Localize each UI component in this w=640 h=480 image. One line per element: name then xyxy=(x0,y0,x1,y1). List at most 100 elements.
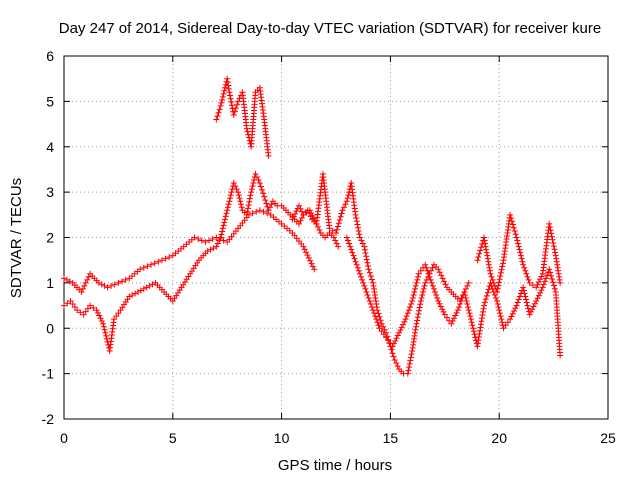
data-point-interp xyxy=(102,329,109,336)
data-point-interp xyxy=(548,230,555,237)
data-point xyxy=(148,261,155,268)
data-point xyxy=(435,298,442,305)
data-point-interp xyxy=(115,310,122,317)
data-point-interp xyxy=(333,240,340,247)
data-point-interp xyxy=(162,255,169,262)
data-point-interp xyxy=(425,270,432,277)
data-point-interp xyxy=(534,295,541,302)
data-point xyxy=(248,189,255,196)
data-point-interp xyxy=(348,246,355,253)
data-point-interp xyxy=(371,310,378,317)
data-point-interp xyxy=(547,227,554,234)
data-point xyxy=(533,298,540,305)
data-point-interp xyxy=(250,180,257,187)
chart-title: Day 247 of 2014, Sidereal Day-to-day VTE… xyxy=(59,20,601,37)
data-point-interp xyxy=(345,192,352,199)
data-point-interp xyxy=(464,282,471,289)
data-point-interp xyxy=(523,270,530,277)
data-point xyxy=(289,216,296,223)
data-point-interp xyxy=(420,288,427,295)
y-tick-label: 3 xyxy=(46,184,54,200)
data-point-interp xyxy=(400,321,407,328)
data-point-interp xyxy=(390,353,397,360)
data-point-interp xyxy=(504,319,511,326)
data-point-interp xyxy=(426,273,433,280)
data-point-interp xyxy=(397,327,404,334)
data-point-interp xyxy=(414,314,421,321)
data-point-interp xyxy=(367,273,374,280)
data-point-interp xyxy=(548,272,555,279)
data-point-interp xyxy=(393,360,400,367)
data-point-interp xyxy=(518,255,525,262)
data-point-interp xyxy=(462,295,469,301)
data-point-interp xyxy=(432,288,439,295)
data-point-interp xyxy=(96,312,103,319)
data-point-interp xyxy=(484,255,491,262)
data-point xyxy=(87,302,94,309)
data-point-interp xyxy=(415,307,422,314)
data-point-interp xyxy=(524,273,531,280)
data-point-interp xyxy=(305,254,312,261)
data-point xyxy=(439,275,446,282)
data-point xyxy=(330,234,337,241)
data-point-interp xyxy=(228,102,235,109)
data-point xyxy=(265,207,272,214)
data-point-interp xyxy=(335,220,342,227)
data-point-interp xyxy=(214,113,221,120)
data-point xyxy=(67,298,74,305)
data-point-interp xyxy=(453,309,460,316)
data-point-interp xyxy=(344,237,351,244)
data-point-interp xyxy=(309,263,316,270)
data-point-interp xyxy=(490,279,497,286)
data-point-interp xyxy=(238,204,245,211)
series-arc-2 xyxy=(61,207,318,295)
y-axis-label: SDTVAR / TECUs xyxy=(8,178,25,298)
data-point-interp xyxy=(146,282,153,289)
data-point xyxy=(396,329,403,336)
data-point xyxy=(474,257,481,264)
data-point-interp xyxy=(406,304,413,311)
data-point-interp xyxy=(525,276,532,283)
data-point xyxy=(513,234,520,241)
data-point-interp xyxy=(494,301,501,308)
data-point-interp xyxy=(478,244,485,251)
data-point-interp xyxy=(260,208,267,215)
data-point-interp xyxy=(292,210,299,217)
data-point-interp xyxy=(225,85,232,92)
data-point-interp xyxy=(549,275,556,282)
data-point xyxy=(296,220,303,227)
data-point xyxy=(415,270,422,277)
data-point-interp xyxy=(484,289,491,296)
data-point-interp xyxy=(531,300,538,307)
data-point-interp xyxy=(85,273,92,280)
data-point-interp xyxy=(522,293,529,300)
data-point-interp xyxy=(499,260,506,267)
data-point-interp xyxy=(475,253,482,260)
y-tick-label: 0 xyxy=(46,320,54,336)
data-point-interp xyxy=(477,321,484,328)
data-point xyxy=(78,288,85,295)
data-point-interp xyxy=(468,319,475,326)
data-point-interp xyxy=(262,197,269,204)
y-tick-label: -2 xyxy=(42,411,55,427)
data-point-interp xyxy=(198,237,205,244)
x-tick-label: 0 xyxy=(60,430,68,446)
data-point xyxy=(363,288,370,295)
data-point-interp xyxy=(206,237,213,244)
data-point-interp xyxy=(98,317,105,324)
data-point-interp xyxy=(308,209,315,216)
data-point-interp xyxy=(101,282,108,289)
data-point-interp xyxy=(535,278,542,285)
data-point-interp xyxy=(485,258,492,265)
data-point-interp xyxy=(475,337,482,344)
data-point-interp xyxy=(219,96,226,103)
data-point-interp xyxy=(221,219,228,226)
data-point-interp xyxy=(509,221,516,228)
data-point-interp xyxy=(404,310,411,317)
data-point-interp xyxy=(263,200,270,207)
x-tick-label: 20 xyxy=(491,430,507,446)
data-point-interp xyxy=(297,205,304,212)
data-point-interp xyxy=(393,335,400,342)
data-point-interp xyxy=(450,315,457,322)
data-point xyxy=(557,352,564,359)
